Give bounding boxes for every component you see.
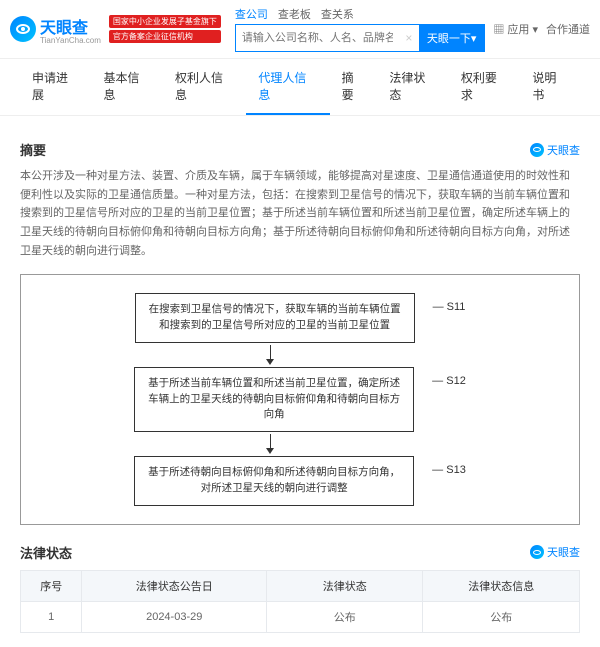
nav-tabs: 申请进展 基本信息 权利人信息 代理人信息 摘要 法律状态 权利要求 说明书 [0,59,600,116]
nav-coop-link[interactable]: 合作通道 [546,21,590,37]
badge-fund: 国家中小企业发展子基金旗下 [109,15,221,28]
tab-abstract[interactable]: 摘要 [330,59,378,115]
top-right: ▦ 应用 ▾ 合作通道 [493,21,590,37]
badge-official: 官方备案企业征信机构 [109,30,221,43]
flow-arrow-1 [266,345,274,365]
abstract-text: 本公开涉及一种对星方法、装置、介质及车辆，属于车辆领域，能够提高对星速度、卫星通… [20,167,580,260]
search-input[interactable] [236,25,399,51]
watermark: 天眼查 [530,142,580,158]
content: 摘要 天眼查 本公开涉及一种对星方法、装置、介质及车辆，属于车辆领域，能够提高对… [0,116,600,647]
search-tab-company[interactable]: 查公司 [235,6,268,22]
flow-arrow-2 [266,434,274,454]
tab-progress[interactable]: 申请进展 [20,59,91,115]
header: 天眼查 TianYanCha.com 国家中小企业发展子基金旗下 官方备案企业征… [0,0,600,59]
col-info: 法律状态信息 [423,570,580,601]
watermark-2: 天眼查 [530,544,580,560]
tab-basic[interactable]: 基本信息 [91,59,162,115]
col-status: 法律状态 [266,570,423,601]
flow-step-3: 基于所述待朝向目标俯仰角和所述待朝向目标方向角，对所述卫星天线的朝向进行调整 [134,456,414,506]
abstract-title: 摘要 [20,140,46,159]
search-tabs: 查公司 查老板 查关系 [235,6,485,22]
table-row: 1 2024-03-29 公布 公布 [21,601,580,632]
flow-label-1: — S11 [433,293,466,313]
flow-step-1: 在搜索到卫星信号的情况下，获取车辆的当前车辆位置和搜索到的卫星信号所对应的卫星的… [135,293,415,343]
logo-badges: 国家中小企业发展子基金旗下 官方备案企业征信机构 [109,15,221,43]
logo-text: 天眼查 [40,14,101,38]
flow-label-2: — S12 [432,367,466,387]
search-box: × 天眼一下 ▾ [235,24,485,52]
tab-legal[interactable]: 法律状态 [377,59,448,115]
col-index: 序号 [21,570,82,601]
legal-title: 法律状态 [20,543,72,562]
tab-spec[interactable]: 说明书 [520,59,580,115]
legal-status-table: 序号 法律状态公告日 法律状态 法律状态信息 1 2024-03-29 公布 公… [20,570,580,633]
tab-claims[interactable]: 权利要求 [449,59,520,115]
clear-icon[interactable]: × [399,25,419,51]
flow-label-3: — S13 [432,456,466,476]
logo-subtext: TianYanCha.com [40,36,101,45]
flow-step-2: 基于所述当前车辆位置和所述当前卫星位置，确定所述车辆上的卫星天线的待朝向目标俯仰… [134,367,414,432]
nav-app-link[interactable]: ▦ 应用 ▾ [493,21,538,37]
legal-header: 法律状态 天眼查 [20,543,580,562]
search-button[interactable]: 天眼一下 ▾ [419,25,485,51]
search-tab-boss[interactable]: 查老板 [278,6,311,22]
abstract-header: 摘要 天眼查 [20,140,580,159]
tab-owner[interactable]: 权利人信息 [163,59,246,115]
logo[interactable]: 天眼查 TianYanCha.com [10,14,101,45]
flowchart: 在搜索到卫星信号的情况下，获取车辆的当前车辆位置和搜索到的卫星信号所对应的卫星的… [20,274,580,524]
col-date: 法律状态公告日 [82,570,266,601]
tab-agent[interactable]: 代理人信息 [246,59,329,115]
logo-icon [10,16,36,42]
search-tab-relation[interactable]: 查关系 [321,6,354,22]
